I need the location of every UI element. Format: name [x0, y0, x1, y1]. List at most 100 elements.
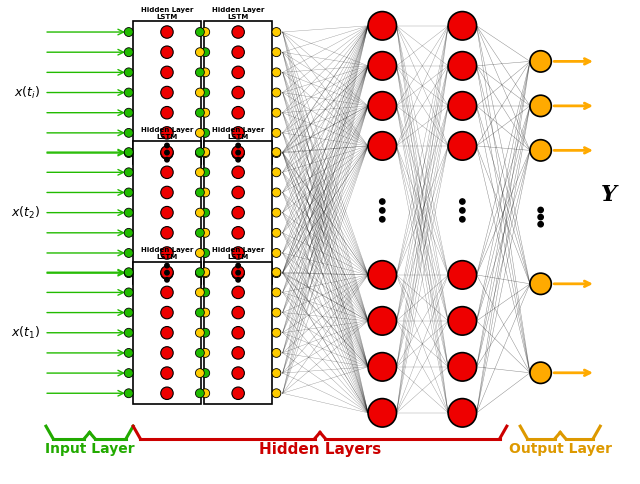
Circle shape — [201, 369, 210, 378]
Text: $x(t_1)$: $x(t_1)$ — [10, 325, 40, 341]
Circle shape — [201, 308, 210, 317]
Circle shape — [232, 147, 244, 159]
Circle shape — [201, 149, 210, 157]
Circle shape — [124, 228, 133, 237]
Circle shape — [236, 263, 241, 268]
Circle shape — [124, 108, 133, 117]
Bar — [204, 141, 272, 284]
Circle shape — [448, 353, 477, 381]
Circle shape — [124, 288, 133, 297]
Circle shape — [236, 271, 241, 275]
Circle shape — [232, 26, 244, 38]
Circle shape — [195, 348, 204, 357]
Circle shape — [161, 26, 173, 38]
Circle shape — [161, 367, 173, 379]
Circle shape — [232, 266, 244, 278]
Circle shape — [460, 199, 465, 204]
Circle shape — [368, 52, 397, 80]
Circle shape — [368, 307, 397, 335]
Circle shape — [538, 207, 543, 212]
Circle shape — [124, 348, 133, 357]
Circle shape — [272, 328, 281, 337]
Circle shape — [201, 389, 210, 398]
Circle shape — [201, 148, 210, 157]
Circle shape — [164, 157, 169, 162]
Circle shape — [195, 269, 204, 278]
Circle shape — [530, 95, 551, 117]
Circle shape — [164, 151, 169, 155]
Circle shape — [124, 168, 133, 177]
Circle shape — [161, 286, 173, 299]
Circle shape — [232, 86, 244, 99]
Circle shape — [201, 188, 210, 197]
Circle shape — [232, 166, 244, 179]
Circle shape — [201, 228, 210, 237]
Bar — [204, 21, 272, 164]
Circle shape — [195, 128, 204, 137]
Circle shape — [161, 387, 173, 399]
Circle shape — [161, 227, 173, 239]
Circle shape — [195, 188, 204, 197]
Circle shape — [124, 88, 133, 97]
Circle shape — [368, 12, 397, 40]
Circle shape — [232, 367, 244, 379]
Circle shape — [124, 308, 133, 317]
Circle shape — [164, 271, 169, 275]
Circle shape — [124, 248, 133, 257]
Circle shape — [232, 327, 244, 339]
Circle shape — [232, 66, 244, 78]
Bar — [133, 141, 201, 284]
Text: $x(t_i)$: $x(t_i)$ — [13, 85, 40, 101]
Circle shape — [236, 278, 241, 282]
Text: Hidden Layer
LSTM: Hidden Layer LSTM — [141, 7, 193, 19]
Circle shape — [195, 248, 204, 257]
Circle shape — [272, 288, 281, 297]
Text: Hidden Layer
LSTM: Hidden Layer LSTM — [212, 7, 264, 19]
Circle shape — [124, 48, 133, 57]
Circle shape — [272, 68, 281, 77]
Circle shape — [124, 128, 133, 137]
Circle shape — [195, 288, 204, 297]
Bar — [204, 261, 272, 404]
Circle shape — [161, 186, 173, 199]
Circle shape — [124, 68, 133, 77]
Circle shape — [195, 328, 204, 337]
Circle shape — [161, 86, 173, 99]
Circle shape — [195, 88, 204, 97]
Circle shape — [161, 146, 173, 158]
Circle shape — [195, 48, 204, 57]
Text: Input Layer: Input Layer — [45, 442, 134, 456]
Circle shape — [460, 208, 465, 213]
Circle shape — [124, 28, 133, 36]
Circle shape — [195, 228, 204, 237]
Bar — [133, 261, 201, 404]
Circle shape — [201, 208, 210, 217]
Circle shape — [530, 362, 551, 383]
Circle shape — [161, 266, 173, 278]
Circle shape — [272, 28, 281, 36]
Circle shape — [201, 48, 210, 57]
Circle shape — [448, 399, 477, 427]
Circle shape — [448, 91, 477, 120]
Circle shape — [272, 188, 281, 197]
Circle shape — [368, 91, 397, 120]
Circle shape — [368, 132, 397, 160]
Circle shape — [161, 147, 173, 159]
Circle shape — [161, 267, 173, 279]
Circle shape — [201, 288, 210, 297]
Text: Hidden Layer
LSTM: Hidden Layer LSTM — [141, 247, 193, 260]
Circle shape — [448, 12, 477, 40]
Circle shape — [530, 140, 551, 161]
Circle shape — [368, 353, 397, 381]
Circle shape — [195, 149, 204, 157]
Circle shape — [195, 148, 204, 157]
Circle shape — [232, 227, 244, 239]
Circle shape — [164, 278, 169, 282]
Circle shape — [232, 46, 244, 59]
Circle shape — [195, 389, 204, 398]
Circle shape — [236, 151, 241, 155]
Circle shape — [201, 348, 210, 357]
Circle shape — [272, 149, 281, 157]
Circle shape — [272, 269, 281, 278]
Text: Hidden Layer
LSTM: Hidden Layer LSTM — [141, 127, 193, 140]
